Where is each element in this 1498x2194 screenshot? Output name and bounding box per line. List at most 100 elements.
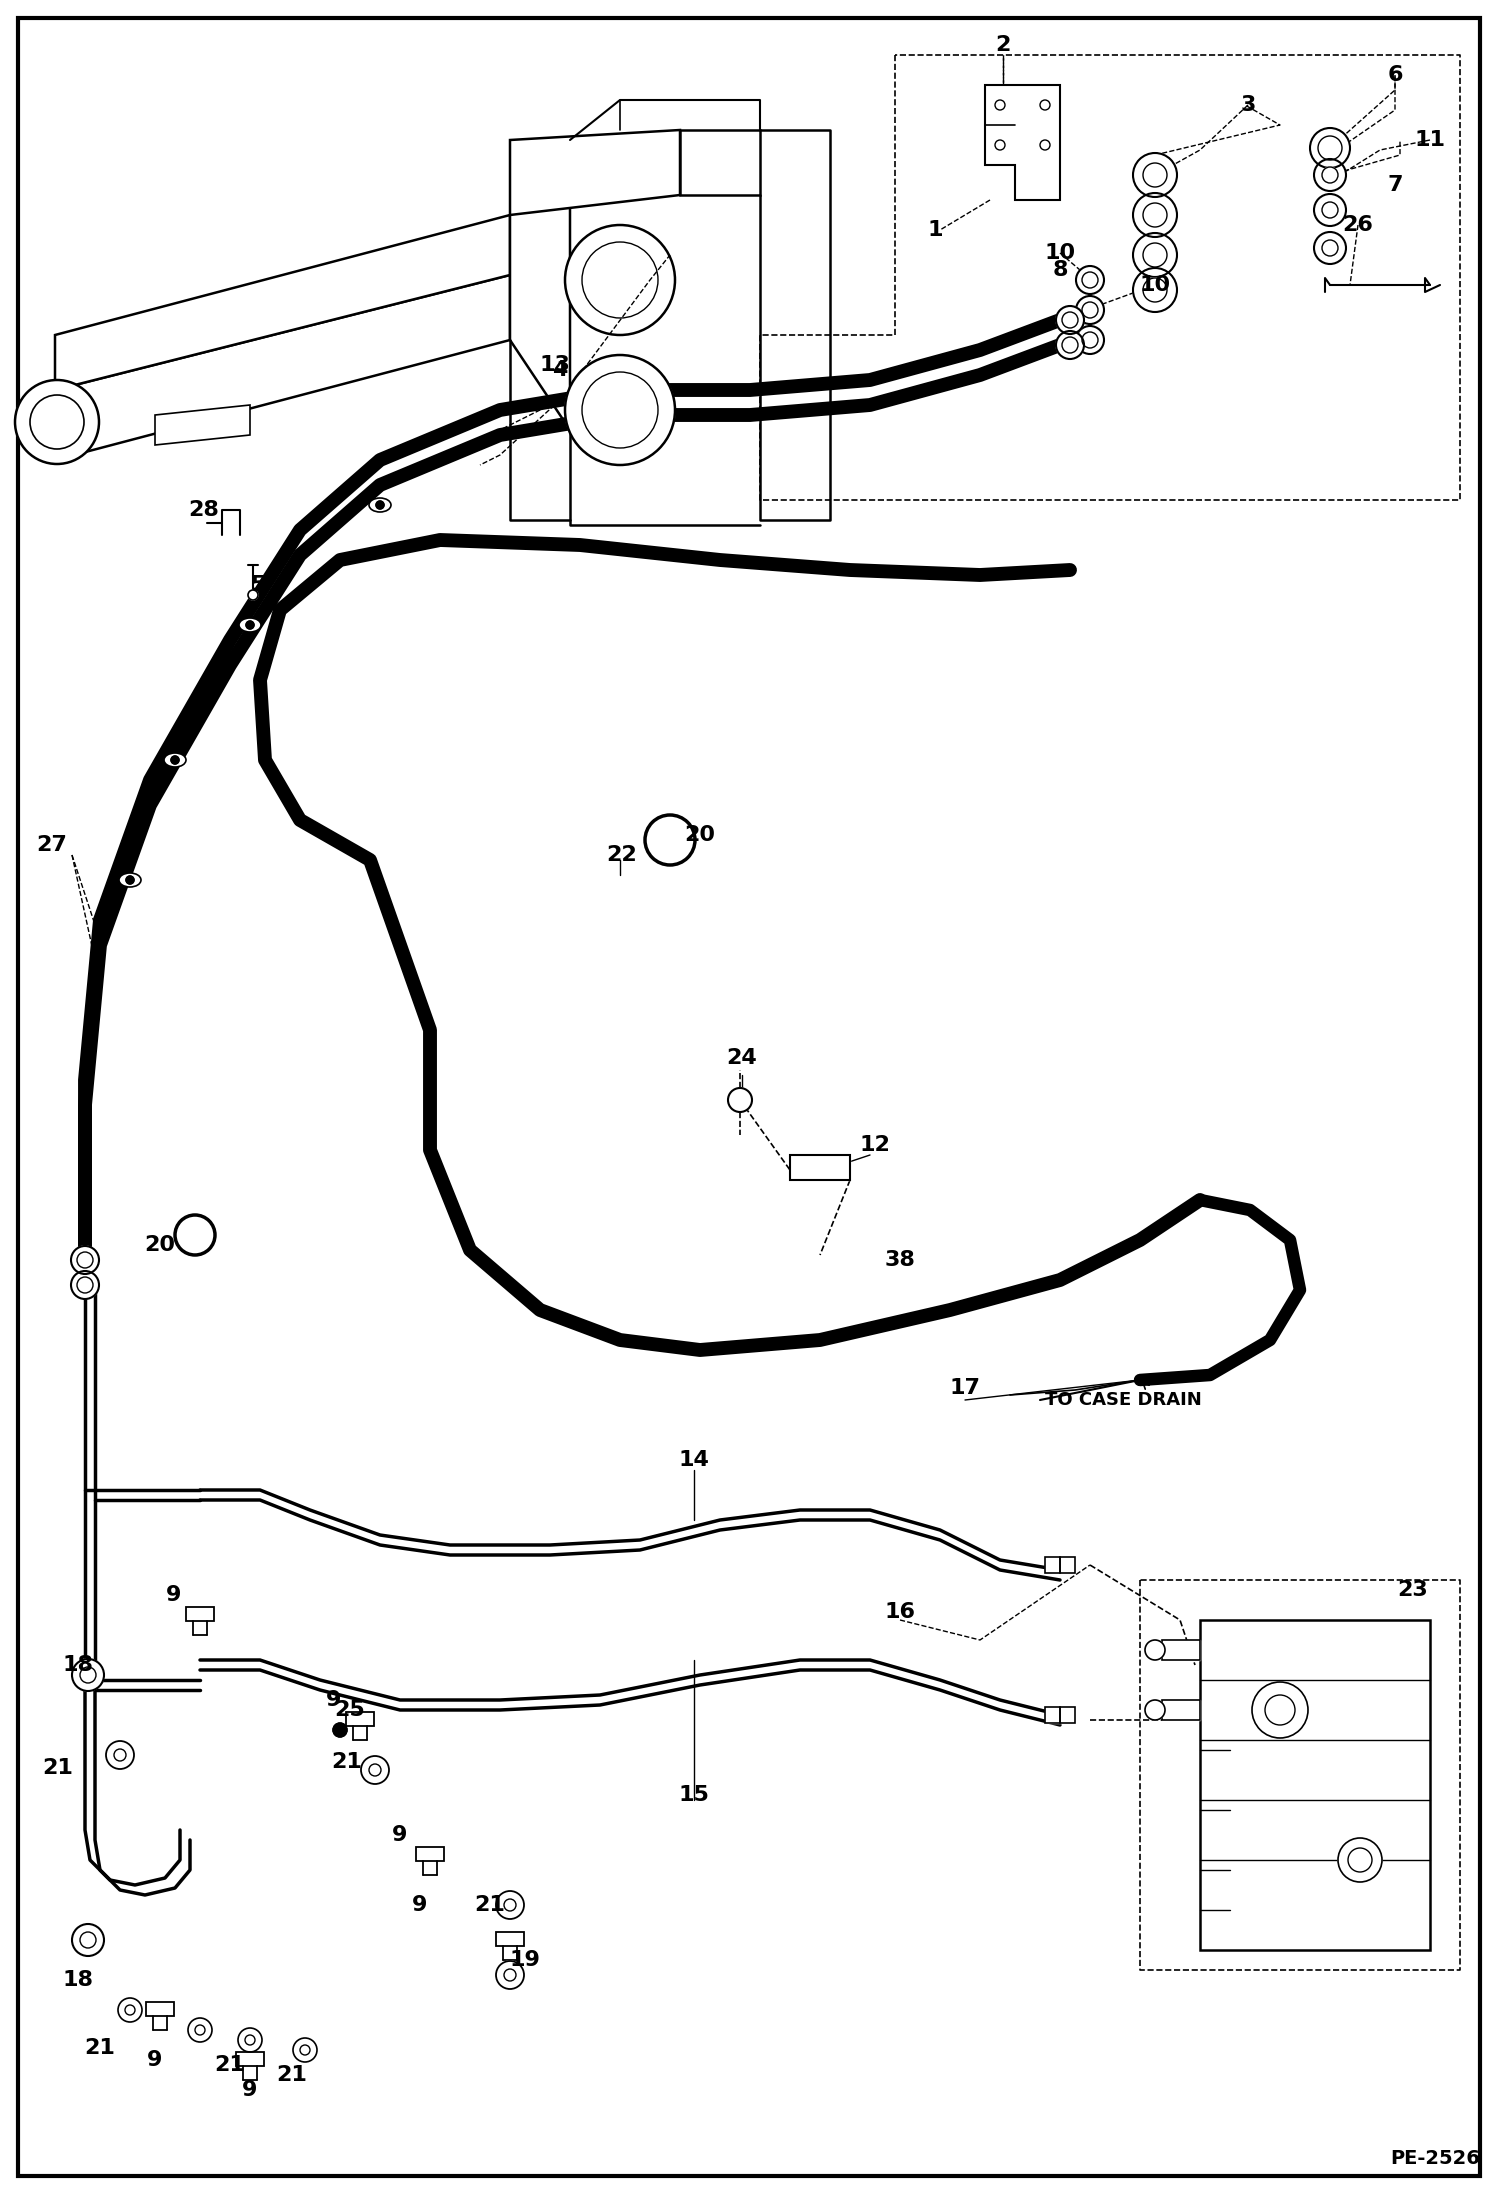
- Circle shape: [361, 1755, 389, 1784]
- Text: 20: 20: [144, 1235, 175, 1255]
- Circle shape: [294, 2038, 318, 2062]
- Polygon shape: [154, 406, 250, 445]
- Bar: [1162, 1700, 1200, 1720]
- Circle shape: [1314, 193, 1347, 226]
- Circle shape: [114, 1749, 126, 1762]
- Text: 28: 28: [189, 500, 219, 520]
- Circle shape: [1082, 303, 1098, 318]
- Circle shape: [30, 395, 84, 450]
- Circle shape: [1056, 331, 1085, 360]
- Text: 21: 21: [331, 1753, 363, 1773]
- Circle shape: [171, 757, 178, 764]
- Bar: [416, 1847, 443, 1861]
- Circle shape: [369, 1764, 380, 1775]
- Circle shape: [79, 1933, 96, 1948]
- Circle shape: [1252, 1683, 1308, 1738]
- Circle shape: [1314, 233, 1347, 263]
- Circle shape: [1144, 1639, 1165, 1661]
- Polygon shape: [509, 140, 571, 430]
- Circle shape: [995, 140, 1005, 149]
- Circle shape: [1143, 244, 1167, 268]
- Circle shape: [238, 2027, 262, 2051]
- Circle shape: [1076, 296, 1104, 325]
- Circle shape: [1314, 158, 1347, 191]
- Circle shape: [1132, 233, 1177, 276]
- Ellipse shape: [240, 619, 261, 632]
- Polygon shape: [1200, 1619, 1431, 1950]
- Bar: [237, 2051, 264, 2067]
- Text: 24: 24: [727, 1049, 758, 1068]
- Circle shape: [189, 2018, 213, 2043]
- Circle shape: [496, 1961, 524, 1990]
- Circle shape: [124, 2005, 135, 2014]
- Text: 27: 27: [36, 836, 67, 856]
- Circle shape: [126, 875, 133, 884]
- Circle shape: [496, 1891, 524, 1920]
- Text: 13: 13: [539, 355, 571, 375]
- Circle shape: [15, 380, 99, 463]
- Circle shape: [70, 1246, 99, 1275]
- Text: 26: 26: [1342, 215, 1374, 235]
- Bar: [1162, 1700, 1200, 1720]
- Polygon shape: [509, 129, 680, 215]
- Circle shape: [1062, 338, 1079, 353]
- Bar: [237, 2051, 264, 2067]
- Bar: [789, 1154, 849, 1180]
- Text: 4: 4: [553, 360, 568, 380]
- Text: 15: 15: [679, 1786, 710, 1806]
- Circle shape: [70, 1270, 99, 1299]
- Text: 7: 7: [1387, 176, 1402, 195]
- Circle shape: [728, 1088, 752, 1112]
- Bar: [145, 2001, 174, 2016]
- Circle shape: [1309, 127, 1350, 169]
- Circle shape: [79, 1667, 96, 1683]
- Text: 21: 21: [475, 1896, 505, 1915]
- Bar: [1046, 1558, 1061, 1573]
- Circle shape: [583, 373, 658, 448]
- Text: 14: 14: [679, 1450, 710, 1470]
- Polygon shape: [986, 86, 1061, 200]
- Text: 18: 18: [63, 1970, 93, 1990]
- Circle shape: [1143, 204, 1167, 226]
- Text: 5: 5: [250, 575, 265, 595]
- Text: 22: 22: [607, 845, 637, 864]
- Bar: [1046, 1707, 1061, 1722]
- Circle shape: [376, 500, 383, 509]
- Text: 21: 21: [277, 2065, 307, 2084]
- Polygon shape: [55, 274, 509, 461]
- Bar: [1046, 1707, 1061, 1722]
- Circle shape: [1348, 1847, 1372, 1871]
- Circle shape: [300, 2045, 310, 2056]
- Text: 21: 21: [214, 2056, 246, 2076]
- Circle shape: [1143, 162, 1167, 186]
- Circle shape: [1062, 312, 1079, 327]
- Circle shape: [1056, 305, 1085, 333]
- Bar: [1162, 1639, 1200, 1661]
- Circle shape: [1264, 1696, 1294, 1724]
- Text: 10: 10: [1044, 244, 1076, 263]
- Circle shape: [1323, 167, 1338, 182]
- Text: 9: 9: [327, 1689, 342, 1709]
- Circle shape: [76, 1277, 93, 1292]
- Circle shape: [118, 1999, 142, 2023]
- Circle shape: [246, 2036, 255, 2045]
- Bar: [1061, 1707, 1076, 1722]
- Circle shape: [1082, 331, 1098, 349]
- Bar: [186, 1606, 214, 1621]
- Circle shape: [1076, 327, 1104, 353]
- Circle shape: [1132, 154, 1177, 197]
- Text: 9: 9: [392, 1825, 407, 1845]
- Circle shape: [1040, 101, 1050, 110]
- Bar: [186, 1606, 214, 1621]
- Text: 11: 11: [1414, 129, 1446, 149]
- Text: 20: 20: [685, 825, 716, 845]
- Bar: [1046, 1558, 1061, 1573]
- Circle shape: [72, 1924, 103, 1957]
- Bar: [1162, 1639, 1200, 1661]
- Circle shape: [583, 241, 658, 318]
- Text: 17: 17: [950, 1378, 981, 1398]
- Text: 12: 12: [860, 1134, 890, 1154]
- Circle shape: [565, 226, 676, 336]
- Bar: [145, 2001, 174, 2016]
- Text: 38: 38: [884, 1251, 915, 1270]
